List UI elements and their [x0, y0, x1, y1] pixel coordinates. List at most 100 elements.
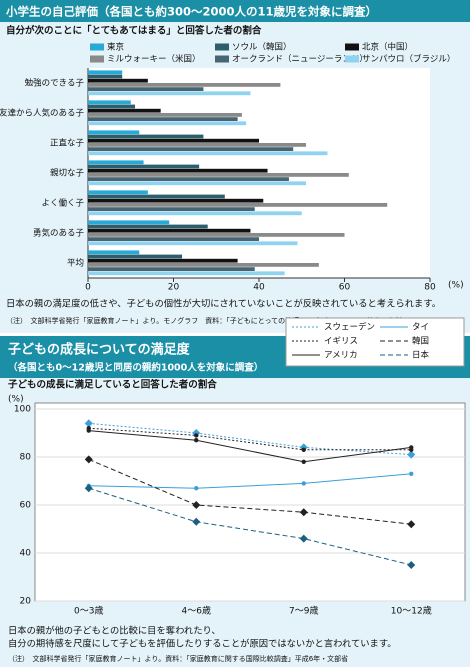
legend-swatch: [345, 43, 359, 51]
y-tick-label: よく働く子: [41, 198, 84, 209]
bar: [88, 143, 307, 147]
legend-label: イギリス: [324, 337, 358, 347]
source: （注） 文部科学省発行「家庭教育ノート」より。資料：「家庭教育に関する国際比較調…: [8, 654, 348, 663]
bar: [88, 134, 204, 139]
bar: [88, 78, 148, 83]
bar: [88, 177, 289, 181]
bar: [88, 91, 251, 96]
marker: [301, 481, 306, 486]
legend-label: ミルウォーキー（米国）: [107, 54, 201, 65]
caption: 日本の親が他の子どもとの比較に目を奪われたり、: [8, 625, 221, 637]
legend-swatch: [90, 43, 104, 51]
marker: [194, 438, 199, 443]
bar: [88, 121, 247, 126]
bar: [88, 87, 204, 91]
bar: [88, 160, 144, 165]
legend-label: 東京: [107, 42, 124, 53]
bar: [88, 250, 140, 255]
bar: [88, 138, 259, 143]
marker: [192, 501, 201, 509]
bar: [88, 220, 170, 225]
chart-title: 小学生の自己評価（各国とも約300〜2000人の11歳児を対象に調査）: [5, 5, 377, 19]
x-tick-label: 80: [424, 283, 436, 293]
series-line: [88, 422, 412, 456]
marker: [192, 517, 201, 526]
bar: [88, 194, 225, 199]
bar: [88, 104, 136, 109]
marker: [301, 459, 306, 464]
series-line: [88, 473, 412, 489]
legend-swatch: [345, 55, 359, 63]
marker: [86, 428, 91, 433]
y-tick-label: 親切な子: [50, 168, 85, 179]
x-tick-label: 10〜12歳: [391, 605, 432, 617]
y-tick-label: 80: [20, 453, 32, 463]
series-line: [88, 458, 412, 525]
marker: [84, 484, 93, 493]
bar: [88, 254, 183, 259]
x-tick-label: 40: [253, 283, 265, 293]
plot-area: [34, 402, 466, 602]
legend-label: オークランド（ニュージーランド）: [232, 54, 368, 65]
bar: [88, 108, 161, 113]
bar: [88, 168, 268, 173]
bar: [88, 190, 148, 195]
bar: [88, 74, 123, 79]
legend-label: 日本: [412, 350, 430, 361]
bar: [88, 70, 123, 75]
bar: [88, 198, 264, 203]
bar: [88, 113, 242, 117]
axis-unit: (%): [448, 281, 464, 291]
y-tick-label: 40: [20, 549, 32, 559]
note: 子どもの成長に満足していると回答した者の割合: [8, 379, 217, 391]
marker: [84, 455, 93, 464]
y-tick-label: 平均: [67, 258, 84, 269]
bar: [88, 258, 238, 263]
x-tick-label: 60: [339, 283, 351, 293]
y-tick-label: 60: [20, 501, 32, 511]
caption: 自分の期待感を尺度にして子どもを評価したりすることが原因ではないかと言われていま…: [8, 638, 397, 650]
y-tick-label: 友達から人気のある子: [0, 108, 84, 119]
marker: [299, 534, 308, 543]
marker: [407, 561, 416, 569]
y-tick-label: 20: [20, 597, 32, 607]
legend-label: 韓国: [412, 336, 429, 347]
y-tick-label: 勉強のできる子: [25, 78, 85, 89]
legend-swatch: [215, 43, 229, 51]
marker: [301, 447, 306, 452]
bar: [88, 267, 255, 271]
legend-swatch: [90, 55, 104, 63]
bar: [88, 151, 328, 156]
marker: [407, 520, 416, 529]
bar: [88, 181, 307, 186]
legend-label: ソウル（韓国）: [232, 42, 292, 53]
x-tick-label: 0: [85, 283, 91, 293]
bar: [88, 164, 200, 169]
y-tick-label: 勇気のある子: [33, 228, 85, 239]
series-line: [88, 487, 412, 566]
y-tick-label: 正直な子: [50, 138, 85, 149]
chart-subtitle: 自分が次のことに「とてもあてはまる」と回答した者の割合: [6, 25, 262, 37]
legend-label: スウェーデン: [324, 322, 375, 333]
marker: [84, 419, 93, 428]
y-tick-label: 100: [14, 405, 31, 415]
legend-label: タイ: [412, 323, 429, 333]
bar: [88, 263, 319, 267]
bar: [88, 228, 251, 233]
legend-box: [285, 317, 465, 367]
bar: [88, 211, 302, 216]
series-line: [88, 427, 412, 451]
bar: [88, 233, 345, 237]
title-bar: [0, 0, 470, 22]
legend-swatch: [215, 55, 229, 63]
x-tick-label: 7〜9歳: [289, 605, 318, 617]
chart-title: 子どもの成長についての満足度: [8, 342, 191, 358]
bar: [88, 83, 281, 87]
bar: [88, 237, 259, 241]
x-tick-label: 4〜6歳: [182, 605, 211, 617]
caption: 日本の親の満足度の低さや、子どもの個性が大切にされていないことが反映されていると…: [6, 298, 441, 310]
bar: [88, 147, 294, 151]
series-line: [88, 430, 412, 463]
x-tick-label: 20: [168, 283, 180, 293]
